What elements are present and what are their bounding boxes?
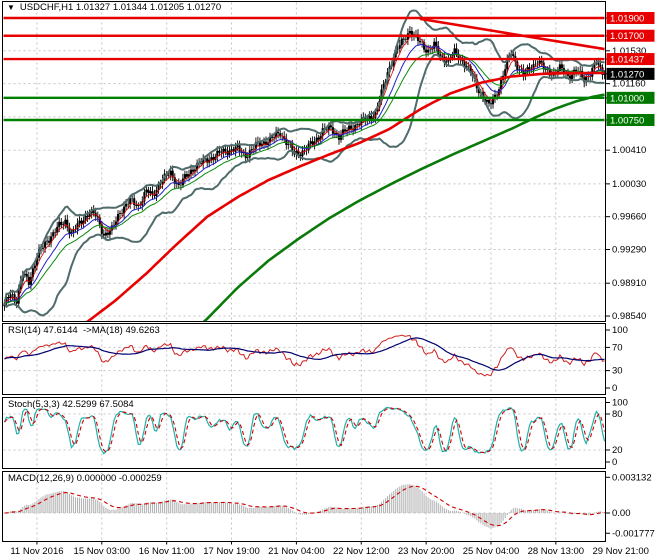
- chart-title: ▼ USDCHF,H1 1.01327 1.01344 1.01205 1.012…: [7, 2, 221, 13]
- rsi-ma-line: [4, 337, 605, 371]
- ma-slow-red: [86, 71, 605, 321]
- indicator-tick-label: 100: [612, 398, 628, 409]
- price-badge-resistance: [606, 12, 655, 24]
- price-badge-label: 1.00750: [610, 116, 644, 127]
- time-axis-label: 22 Nov 12:00: [333, 546, 390, 557]
- price-badge-label: 1.01437: [610, 55, 644, 66]
- indicator-tick-label: 30: [612, 366, 623, 377]
- macd-indicator-label: MACD(12,26,9) 0.000000 -0.000259: [8, 473, 162, 484]
- price-badge-resistance: [606, 53, 655, 66]
- time-axis-label: 23 Nov 20:00: [398, 546, 455, 557]
- time-axis-label: 21 Nov 04:00: [268, 546, 325, 557]
- symbol-dropdown-icon[interactable]: ▼: [7, 3, 15, 12]
- indicator-tick-label: 20: [612, 445, 623, 456]
- indicator-tick-label: -0.001777: [612, 528, 655, 539]
- candles-wicks: [4, 26, 605, 311]
- price-tick-label: 0.98540: [612, 311, 646, 322]
- stoch-d-line: [4, 407, 605, 454]
- price-tick-label: 1.01530: [612, 46, 646, 57]
- main-chart-panel-border: [2, 1, 606, 322]
- price-badge-label: 1.01000: [610, 93, 644, 104]
- ma-slow-green: [202, 93, 605, 321]
- price-badge-resistance: [606, 29, 655, 42]
- ma-fast-green: [4, 51, 605, 304]
- price-badge-current: [606, 67, 655, 80]
- time-axis-label: 17 Nov 19:00: [203, 546, 260, 557]
- price-tick-label: 0.98910: [612, 278, 646, 289]
- price-tick-label: 0.99660: [612, 212, 646, 223]
- time-axis-label: 29 Nov 21:00: [592, 546, 649, 557]
- macd-panel-border: [2, 471, 606, 542]
- candles-bodies: [3, 31, 605, 307]
- indicator-tick-label: 80: [612, 409, 623, 420]
- rsi-indicator-label: RSI(14) 47.6144 ->MA(18) 49.6263: [8, 325, 160, 336]
- time-axis-label: 25 Nov 04:00: [463, 546, 520, 557]
- price-badge-support: [606, 114, 655, 127]
- rsi-line: [4, 334, 605, 377]
- price-badge-label: 1.01900: [610, 14, 644, 25]
- bollinger-lower: [3, 53, 605, 317]
- time-axis[interactable]: 11 Nov 2016 15 Nov 03:00 16 Nov 11:00 17 No…: [10, 541, 649, 558]
- stoch-indicator-label: Stoch(5,3,3) 42.5299 67.5084: [8, 399, 134, 410]
- time-axis-label: 15 Nov 03:00: [74, 546, 131, 557]
- time-axis-label: 28 Nov 13:00: [528, 546, 585, 557]
- chart-title-text: USDCHF,H1 1.01327 1.01344 1.01205 1.0127…: [19, 2, 222, 13]
- indicator-tick-label: 0.00: [612, 508, 631, 519]
- indicator-tick-label: 100: [612, 325, 628, 336]
- price-tick-label: 1.00410: [612, 145, 646, 156]
- price-badge-support: [606, 91, 655, 104]
- price-badge-label: 1.01270: [610, 69, 644, 80]
- rsi-panel-border: [2, 323, 606, 395]
- stoch-panel-border: [2, 397, 606, 469]
- time-axis-label: 11 Nov 2016: [10, 546, 63, 557]
- indicator-tick-label: 0: [612, 457, 617, 468]
- stoch-k-line: [3, 406, 605, 455]
- ma-fast-blue: [4, 43, 605, 304]
- indicator-tick-label: 70: [612, 342, 623, 353]
- price-axis[interactable]: 1.01530 1.01160 1.00410 1.00030 0.99660 0.992…: [605, 12, 655, 539]
- indicator-tick-label: 0: [612, 383, 617, 394]
- trendline[interactable]: [419, 17, 605, 51]
- price-badge-label: 1.01700: [610, 31, 644, 42]
- indicator-tick-label: 0.003132: [612, 472, 652, 483]
- bollinger-upper: [3, 9, 605, 304]
- macd-histogram: [5, 484, 605, 529]
- price-tick-label: 1.00030: [612, 179, 646, 190]
- grid-horizontal: [3, 50, 605, 317]
- price-tick-label: 0.99290: [612, 245, 646, 256]
- macd-signal-line: [4, 485, 605, 527]
- time-axis-label: 16 Nov 11:00: [139, 546, 195, 557]
- ma-fast-red: [4, 34, 605, 304]
- price-tick-label: 1.01160: [612, 79, 646, 90]
